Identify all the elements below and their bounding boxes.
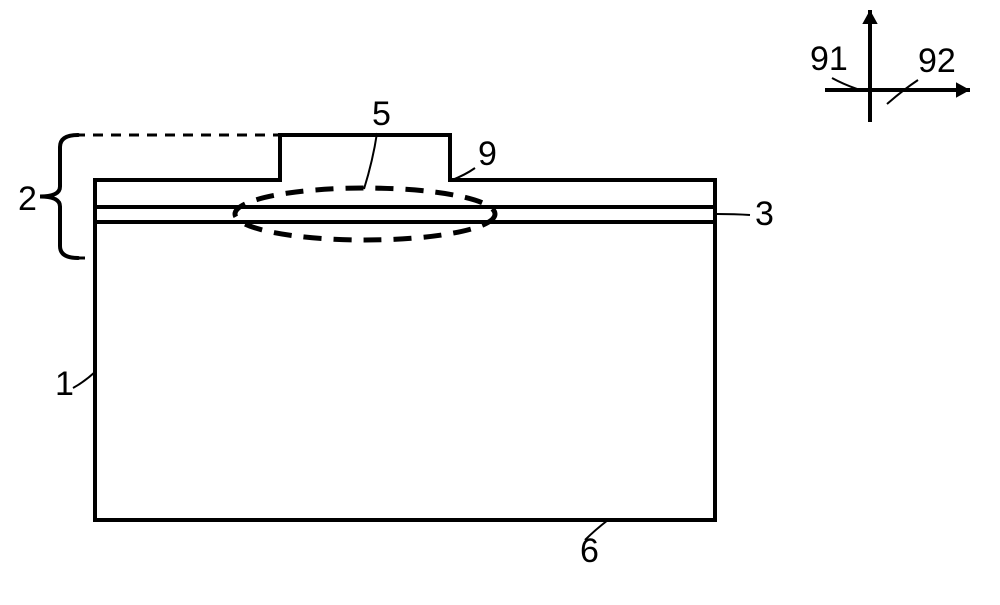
label-3: 3 <box>755 195 774 233</box>
label-92: 92 <box>918 42 956 80</box>
label-6: 6 <box>580 532 599 570</box>
device-outline <box>95 135 715 520</box>
label-9: 9 <box>478 135 497 173</box>
label-5: 5 <box>372 95 391 133</box>
brace-2 <box>40 135 78 258</box>
label-1: 1 <box>55 365 74 403</box>
region-5-ellipse <box>235 188 495 240</box>
label-91: 91 <box>810 40 848 78</box>
label-2: 2 <box>18 180 37 218</box>
